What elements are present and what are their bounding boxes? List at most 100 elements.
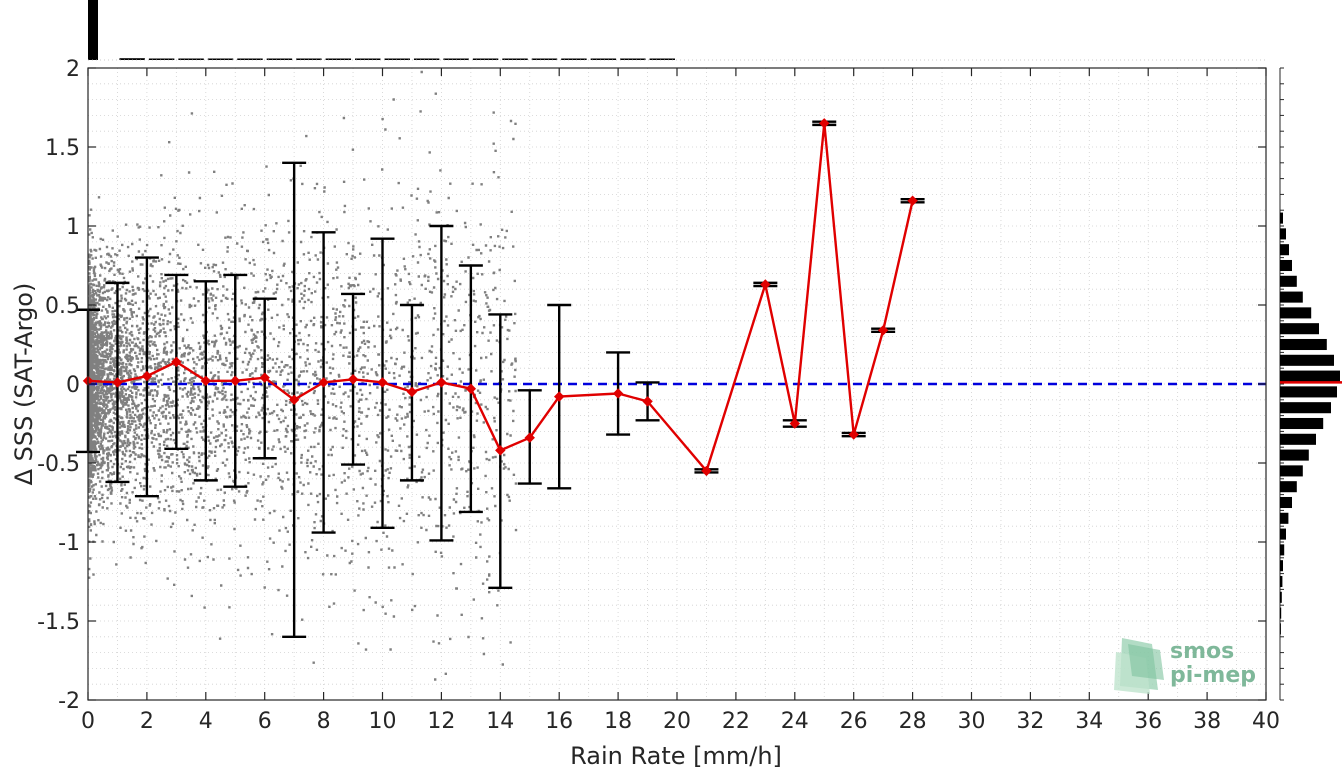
right-histogram-bar [1280,417,1324,430]
mean-point [259,372,270,383]
x-tick-label: 40 [1252,709,1280,734]
right-histogram-bar [1280,433,1316,445]
right-histogram-bar [1280,449,1309,461]
logo-text-line1: smos [1170,639,1234,664]
mean-point [230,375,241,387]
mean-point [495,445,506,456]
top-histogram-bar [620,58,646,60]
y-tick-label: -0.5 [37,452,80,477]
right-histogram-bar [1280,244,1289,256]
top-histogram-bar [413,58,440,60]
mean-point [200,375,212,387]
right-histogram [1279,67,1342,701]
top-histogram-bar [502,58,528,60]
x-tick-label: 14 [486,709,514,734]
top-histogram-bar [207,58,234,60]
x-axis-label: Rain Rate [mm/h] [570,742,782,770]
mean-point [112,377,123,388]
right-histogram-bar [1280,591,1282,603]
mean-point [642,396,653,407]
y-tick-label: 2 [66,57,80,82]
top-histogram-bar [384,58,410,60]
right-histogram-bar [1280,575,1283,588]
x-tick-label: 26 [840,709,868,734]
x-tick-label: 18 [604,709,632,734]
mean-point [612,388,624,399]
top-histogram-bar [561,58,587,60]
mean-point [877,325,889,336]
mean-point [141,370,153,382]
x-tick-label: 24 [781,709,809,734]
x-tick-label: 4 [199,709,213,734]
right-histogram-bar [1280,291,1303,303]
right-histogram-bar [1280,465,1303,477]
y-tick-label: 1 [66,215,80,240]
x-tick-label: 16 [545,709,573,734]
mean-point [701,465,712,477]
right-histogram-bar [1280,481,1297,493]
top-histogram-bar [178,58,204,60]
top-histogram-bar [148,58,175,60]
x-tick-label: 38 [1193,709,1221,734]
mean-point [789,418,801,429]
right-histogram-bar [1280,528,1286,540]
top-histogram-bar [649,58,675,60]
x-tick-label: 12 [427,709,455,734]
right-histogram-bar [1280,228,1286,240]
right-histogram-bar [1280,323,1319,335]
mean-point [436,377,447,388]
right-histogram-bar [1280,623,1281,635]
mean-point [406,386,418,398]
mean-point [553,391,565,402]
x-tick-label: 20 [663,709,691,734]
top-histogram [88,0,1266,61]
mean-point [171,356,182,368]
y-tick-label: 1.5 [45,136,80,161]
x-tick-label: 22 [722,709,750,734]
top-histogram-bar [443,58,469,60]
mean-point [907,195,918,206]
mean-point [760,279,771,290]
mean-point [288,394,300,406]
y-tick-label: -2 [58,689,80,714]
top-histogram-bar [296,58,322,60]
mean-point [347,374,359,385]
mean-point [318,377,329,388]
top-histogram-bar [88,0,98,60]
smos-pi-mep-logo: smos pi-mep [1114,638,1256,694]
mean-point [819,118,830,129]
x-tick-label: 6 [258,709,272,734]
x-tick-label: 0 [81,709,95,734]
right-histogram-bar [1280,259,1292,272]
top-histogram-bar [590,58,617,60]
top-histogram-bar [472,58,499,60]
right-histogram-bar [1280,544,1285,556]
x-tick-label: 30 [958,709,986,734]
right-histogram-bar [1280,370,1340,382]
right-histogram-bar [1280,354,1334,366]
top-histogram-bar [325,58,352,60]
x-tick-label: 28 [899,709,927,734]
axis-layer: 0 2 4 6 8 10 12 14 16 18 20 22 24 26 28 30 32 34 36 38 4021.… [37,57,1280,734]
x-tick-label: 2 [140,709,154,734]
y-axis-label: Δ SSS (SAT-Argo) [10,283,38,486]
x-tick-label: 8 [317,709,331,734]
right-histogram-bar [1280,560,1283,572]
top-histogram-bar [237,58,263,60]
right-histogram-bar [1280,496,1292,509]
mean-point [465,383,477,394]
right-histogram-bar [1280,386,1337,398]
right-histogram-bar [1280,275,1297,287]
x-tick-label: 34 [1075,709,1103,734]
mean-point [848,429,859,440]
x-tick-label: 36 [1134,709,1162,734]
right-histogram-bar [1280,212,1283,224]
right-histogram-bar [1280,512,1289,524]
logo-icon [1114,638,1164,694]
x-tick-label: 10 [369,709,397,734]
top-histogram-bar [355,58,381,60]
right-histogram-bar [1280,307,1312,319]
y-tick-label: 0 [66,373,80,398]
